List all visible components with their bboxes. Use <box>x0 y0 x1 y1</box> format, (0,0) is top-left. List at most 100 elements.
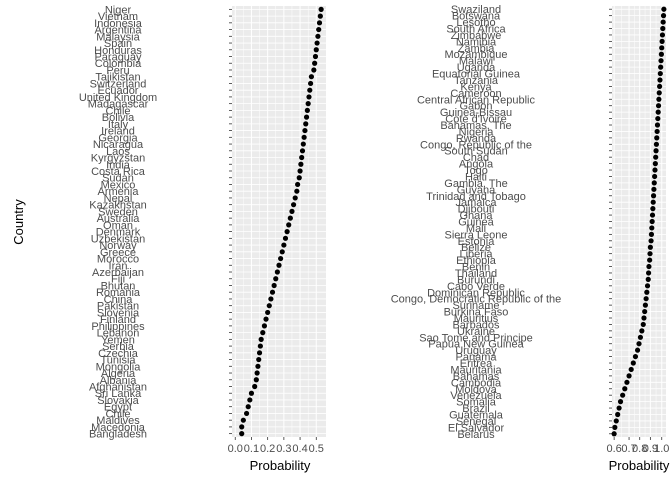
y-tick-label: Gabon <box>459 101 492 113</box>
y-tick-label: Djibouti <box>458 204 495 216</box>
data-point <box>256 350 263 356</box>
y-tick-label: Dominican Republic <box>427 287 525 299</box>
data-point <box>297 168 303 174</box>
data-point <box>308 80 314 87</box>
data-point <box>660 25 666 32</box>
data-point <box>653 148 659 154</box>
y-tick-label: Georgia <box>98 132 138 144</box>
data-point <box>304 107 310 113</box>
data-point <box>655 115 661 122</box>
y-tick-label: Oman <box>103 220 133 232</box>
y-tick-label: Guinea-Bissau <box>440 107 512 119</box>
y-tick-label: Bahamas <box>453 371 500 383</box>
x-tick-label: 0.9 <box>643 443 658 455</box>
data-point <box>642 302 648 308</box>
y-tick-label: Malawi <box>459 56 493 68</box>
data-point <box>624 379 630 385</box>
y-tick-label: Sao Tome and Principe <box>419 332 533 344</box>
data-point <box>303 114 310 120</box>
data-point <box>652 161 658 167</box>
data-point <box>658 58 664 64</box>
data-point <box>316 26 322 33</box>
data-point <box>615 411 621 418</box>
y-tick-label: Argentina <box>94 25 142 37</box>
data-point <box>644 283 651 289</box>
x-tick-label: 0.0 <box>228 443 243 455</box>
x-axis-title-left: Probability <box>250 458 311 473</box>
y-tick-label: Kenya <box>460 81 492 93</box>
y-tick-label: Mongolia <box>96 361 142 373</box>
data-point <box>316 20 323 26</box>
data-point <box>652 173 658 180</box>
y-tick-label: Ecuador <box>98 85 139 97</box>
data-point <box>612 424 618 430</box>
y-tick-label: Lesotho <box>456 17 495 29</box>
y-tick-label: Macedonia <box>91 422 146 434</box>
data-point <box>243 410 250 417</box>
y-tick-label: Haiti <box>465 171 487 183</box>
y-tick-label: Ireland <box>101 126 135 138</box>
data-point <box>659 38 665 44</box>
y-tick-label: Brazil <box>462 403 490 415</box>
x-tick-label: 0.2 <box>260 443 275 455</box>
data-point <box>240 417 246 423</box>
y-tick-label: Peru <box>106 65 129 77</box>
y-tick-label: Tunisia <box>100 355 136 367</box>
data-point <box>651 180 657 186</box>
y-tick-label: Spain <box>104 38 132 50</box>
data-point <box>658 64 664 70</box>
x-tick-label: 0.5 <box>309 443 324 455</box>
y-tick-label: Cambodia <box>451 377 502 389</box>
y-tick-label: Angola <box>459 159 494 171</box>
data-point <box>299 154 305 161</box>
y-tick-label: Chad <box>463 152 489 164</box>
y-tick-label: Azerbaijan <box>92 267 144 279</box>
y-tick-label: Chile <box>105 105 130 117</box>
y-tick-label: Ghana <box>459 210 493 222</box>
data-point <box>639 328 645 334</box>
y-tick-label: Uruguay <box>455 345 497 357</box>
left-panel: NigerVietnamIndonesiaArgentinaMalaysiaSp… <box>79 4 326 455</box>
data-point <box>314 40 320 46</box>
y-tick-label: Belize <box>461 242 491 254</box>
data-point <box>268 296 274 302</box>
y-tick-label: Bhutan <box>101 280 136 292</box>
data-point <box>296 175 302 181</box>
y-tick-label: China <box>104 294 134 306</box>
data-point <box>301 134 307 140</box>
data-point <box>660 19 666 25</box>
y-tick-label: Burkina Faso <box>444 307 509 319</box>
data-point <box>239 424 245 430</box>
y-tick-label: Honduras <box>94 45 142 57</box>
y-tick-label: Romania <box>96 287 141 299</box>
y-tick-label: El Salvador <box>448 422 505 434</box>
y-tick-label: Rwanda <box>456 133 497 145</box>
data-point <box>318 6 324 12</box>
y-tick-label: Niger <box>105 4 132 16</box>
data-point <box>657 83 663 90</box>
data-point <box>298 161 304 167</box>
data-point <box>273 276 279 282</box>
y-tick-label: India <box>106 159 131 171</box>
y-tick-label: Cameroon <box>450 88 501 100</box>
data-point <box>294 188 300 194</box>
y-tick-label: Guyana <box>457 184 496 196</box>
y-tick-label: Panama <box>456 352 498 364</box>
y-tick-label: Liberia <box>459 249 493 261</box>
y-tick-label: Colombia <box>95 58 142 70</box>
data-point <box>247 397 253 403</box>
y-tick-label: Morocco <box>97 254 139 266</box>
data-point <box>649 225 655 231</box>
data-point <box>650 206 656 212</box>
data-point <box>649 218 655 225</box>
y-tick-label: Swaziland <box>451 4 501 16</box>
data-point <box>659 32 666 38</box>
y-tick-label: Zimbabwe <box>451 30 502 42</box>
y-tick-label: Sri Lanka <box>95 388 142 400</box>
data-point <box>658 51 664 57</box>
y-tick-label: Venezuela <box>450 390 502 402</box>
y-tick-label: Switzerland <box>90 78 147 90</box>
y-tick-label: Algeria <box>101 368 136 380</box>
data-point <box>253 377 259 383</box>
